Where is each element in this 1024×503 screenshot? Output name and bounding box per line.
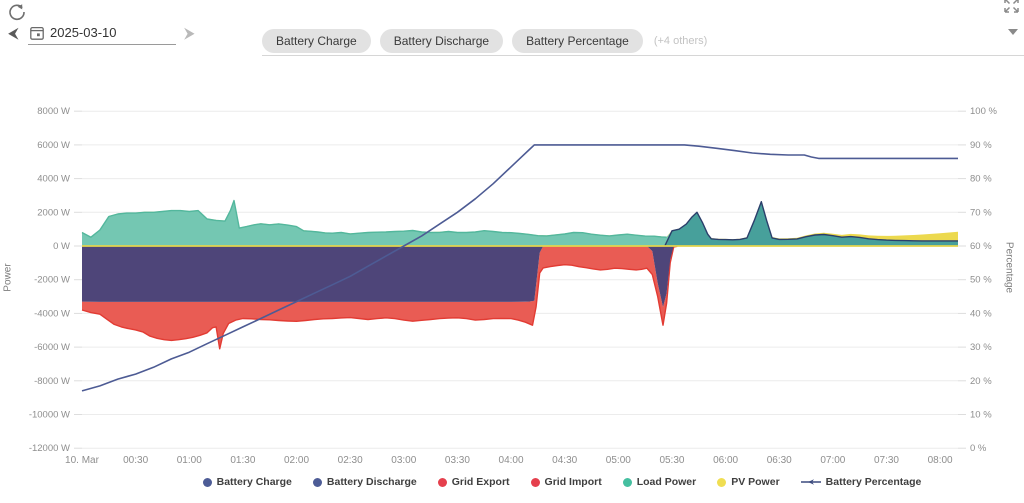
x-axis-tick-label: 03:00 [391, 455, 416, 466]
legend-line-arrow-icon [800, 479, 821, 485]
legend-label: Load Power [636, 476, 697, 488]
series-pill[interactable]: Battery Percentage [512, 28, 643, 53]
legend-item[interactable]: Battery Discharge [312, 476, 417, 488]
legend-label: Grid Import [544, 476, 602, 488]
x-axis-tick-label: 02:30 [338, 455, 363, 466]
power-axis-tick-label: 4000 W [37, 174, 70, 185]
x-axis-tick-label: 07:00 [820, 455, 845, 466]
x-axis-tick-label: 00:30 [123, 455, 148, 466]
legend-dot-icon [202, 477, 212, 487]
series-multiselect[interactable]: Battery Charge Battery Discharge Battery P… [262, 27, 1024, 54]
previous-day-arrow-icon[interactable]: ⮜ [8, 25, 19, 42]
legend-item[interactable]: Grid Export [437, 476, 510, 488]
others-count-label: (+4 others) [653, 34, 708, 47]
chart-legend: Battery Charge Battery Discharge Grid Expo… [100, 476, 1024, 488]
x-axis-tick-label: 10. Mar [65, 455, 100, 466]
chart-area [82, 246, 958, 307]
legend-item[interactable]: Battery Percentage [800, 476, 922, 488]
x-axis-tick-label: 05:30 [659, 455, 684, 466]
calendar-icon [30, 26, 44, 40]
percent-axis-tick-label: 70 % [970, 207, 992, 218]
power-axis-tick-label: -8000 W [34, 376, 70, 387]
percent-axis-tick-label: 60 % [970, 241, 992, 252]
power-axis-tick-label: -10000 W [29, 410, 70, 421]
x-axis-tick-label: 03:30 [445, 455, 470, 466]
percent-axis-tick-label: 40 % [970, 308, 992, 319]
percentage-axis-title: Percentage [1003, 241, 1015, 294]
legend-item[interactable]: Battery Charge [202, 476, 292, 488]
percent-axis-tick-label: 100 % [970, 106, 997, 117]
series-pill[interactable]: Battery Discharge [379, 28, 504, 53]
legend-item[interactable]: Load Power [622, 476, 697, 488]
x-axis-tick-label: 05:00 [606, 455, 631, 466]
power-axis-title: Power [2, 263, 14, 292]
chart: 8000 W 6000 W 4000 W 2000 W 0 W -2000 W -4000 … [0, 95, 1024, 475]
chart-line [664, 200, 958, 247]
x-axis-tick-label: 07:30 [874, 455, 899, 466]
series-select-underline [262, 55, 1024, 56]
x-axis-tick-label: 04:00 [499, 455, 524, 466]
x-axis-tick-label: 04:30 [552, 455, 577, 466]
refresh-icon[interactable] [8, 3, 26, 21]
series-pill[interactable]: Battery Charge [262, 28, 371, 53]
percent-axis-tick-label: 30 % [970, 342, 992, 353]
percent-axis-tick-label: 80 % [970, 174, 992, 185]
chart-area [82, 200, 958, 241]
power-axis-tick-label: 2000 W [37, 207, 70, 218]
chart-line [81, 199, 667, 238]
x-axis-tick-label: 01:00 [177, 455, 202, 466]
x-axis-tick-label: 01:30 [230, 455, 255, 466]
power-axis-tick-label: -12000 W [29, 443, 70, 454]
power-axis-tick-label: 6000 W [37, 140, 70, 151]
legend-dot-icon [717, 477, 727, 487]
legend-dot-icon [312, 477, 322, 487]
chevron-down-icon[interactable] [1008, 29, 1018, 35]
percent-axis-tick-label: 50 % [970, 275, 992, 286]
x-axis-tick-label: 06:30 [767, 455, 792, 466]
power-axis-tick-label: 0 W [53, 241, 70, 252]
x-axis-tick-label: 02:00 [284, 455, 309, 466]
chart-area [82, 200, 958, 246]
chart-canvas: 8000 W 6000 W 4000 W 2000 W 0 W -2000 W -4000 … [29, 106, 998, 466]
chart-line [81, 245, 678, 350]
date-input-underline [28, 44, 176, 45]
percent-axis-tick-label: 90 % [970, 140, 992, 151]
legend-label: Battery Percentage [825, 476, 922, 488]
date-input[interactable]: 2025-03-10 [50, 25, 117, 40]
next-day-arrow-icon[interactable]: ⮞ [184, 25, 195, 42]
power-axis-tick-label: 8000 W [37, 106, 70, 117]
legend-item[interactable]: PV Power [717, 476, 780, 488]
legend-label: PV Power [731, 476, 780, 488]
chart-line [81, 144, 958, 392]
percent-axis-tick-label: 0 % [970, 443, 987, 454]
percent-axis-tick-label: 20 % [970, 376, 992, 387]
legend-dot-icon [530, 477, 540, 487]
legend-dot-icon [622, 477, 632, 487]
legend-dot-icon [437, 477, 447, 487]
legend-item[interactable]: Grid Import [530, 476, 602, 488]
fullscreen-expand-icon[interactable] [1003, 0, 1020, 14]
x-axis-tick-label: 08:00 [928, 455, 953, 466]
legend-label: Battery Charge [216, 476, 292, 488]
percent-axis-tick-label: 10 % [970, 410, 992, 421]
chart-area [82, 246, 958, 349]
power-axis-tick-label: -6000 W [34, 342, 70, 353]
x-axis-tick-label: 06:00 [713, 455, 738, 466]
legend-label: Battery Discharge [326, 476, 417, 488]
power-axis-tick-label: -2000 W [34, 275, 70, 286]
legend-label: Grid Export [451, 476, 510, 488]
power-axis-tick-label: -4000 W [34, 308, 70, 319]
